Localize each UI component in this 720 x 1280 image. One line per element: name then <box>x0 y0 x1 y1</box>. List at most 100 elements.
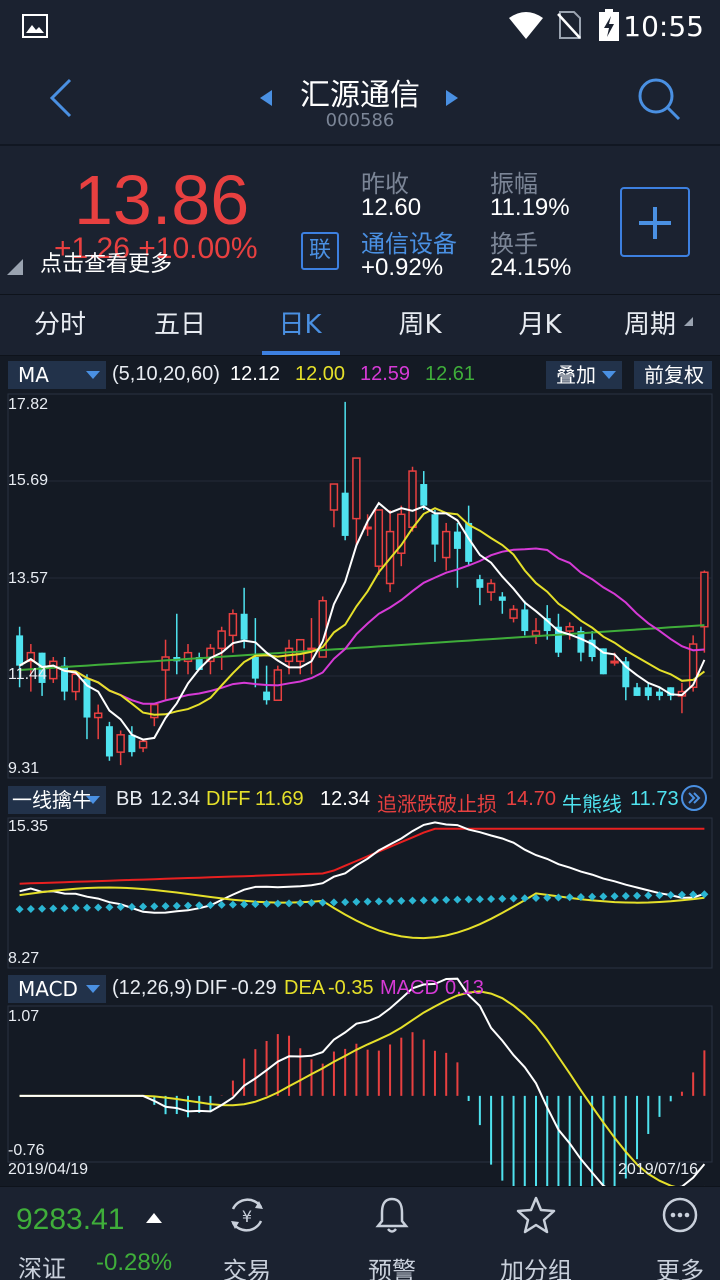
bullbear-marker <box>49 904 58 913</box>
adjust-button[interactable]: 前复权 <box>634 361 712 389</box>
tab-daily-k[interactable]: 日K <box>278 310 322 340</box>
candle-body <box>420 484 428 506</box>
index-toggle-icon[interactable] <box>146 1213 162 1223</box>
tap-more-tip[interactable]: 点击查看更多 <box>40 252 173 277</box>
macd-axis-bottom: -0.76 <box>8 1142 45 1159</box>
candle-body <box>352 457 361 520</box>
indicator-panel-frame <box>7 817 713 969</box>
chase-value: 14.70 <box>506 788 557 810</box>
ma20-line <box>19 547 705 705</box>
bullbear-marker <box>273 899 282 908</box>
bullbear-marker <box>94 903 103 912</box>
candle-body <box>183 651 193 663</box>
bullbear-marker <box>430 896 439 905</box>
sector-label[interactable]: 通信设备 <box>361 230 457 258</box>
macd-selector[interactable]: MACD <box>8 975 106 1003</box>
search-icon[interactable] <box>636 76 682 122</box>
chart-area[interactable]: MA (5,10,20,60) 12.12 12.00 12.59 12.61 … <box>0 356 720 1186</box>
candle-body <box>577 631 585 653</box>
candle-body <box>26 651 36 663</box>
index-value[interactable]: 9283.41 <box>16 1203 125 1236</box>
bullbear-marker <box>251 900 260 909</box>
next-stock-icon[interactable] <box>444 88 460 108</box>
bullbear-marker <box>419 896 428 905</box>
bullbear-marker <box>105 903 114 912</box>
candle-body <box>128 734 136 753</box>
tab-five-day[interactable]: 五日 <box>153 310 206 340</box>
overlay-button[interactable]: 叠加 <box>546 361 622 389</box>
candle-body <box>498 596 506 601</box>
ma-params: (5,10,20,60) <box>112 363 220 385</box>
candle-body <box>521 609 529 632</box>
bullbear-marker <box>15 905 24 914</box>
bullbear-marker <box>363 897 372 906</box>
bullbear-marker <box>71 904 80 913</box>
bullbear-marker <box>139 902 148 911</box>
bullbear-marker <box>498 894 507 903</box>
dif-value: -0.29 <box>231 977 277 999</box>
candle-body <box>61 665 68 692</box>
tab-monthly-k[interactable]: 月K <box>518 310 562 340</box>
ma-selector[interactable]: MA <box>8 361 106 389</box>
ind-axis-bottom: 8.27 <box>8 950 40 967</box>
candle-body <box>656 691 663 696</box>
nav-add-group[interactable]: 加分组 <box>486 1195 586 1280</box>
bullbear-marker <box>610 892 619 901</box>
macd-value: 0.13 <box>445 977 484 999</box>
candle-body <box>633 687 641 696</box>
chart-canvas[interactable] <box>0 356 720 1186</box>
bell-icon <box>375 1197 409 1233</box>
bullbear-marker <box>38 904 47 913</box>
chevron-down-icon <box>86 985 100 993</box>
bullbear-marker <box>666 891 675 900</box>
amplitude-label: 振幅 <box>490 170 538 198</box>
bullbear-marker <box>296 899 305 908</box>
wifi-icon <box>509 12 543 39</box>
dea-value: -0.35 <box>328 977 374 999</box>
bullbear-marker <box>352 897 361 906</box>
bullbear-marker <box>285 899 294 908</box>
prev-stock-icon[interactable] <box>258 88 274 108</box>
index-name: 深证 <box>18 1255 66 1280</box>
more-icon <box>662 1197 698 1233</box>
bullbear-marker <box>565 893 574 902</box>
add-watchlist-button[interactable] <box>620 187 690 257</box>
overlay-label: 叠加 <box>556 363 596 387</box>
current-price: 13.86 <box>74 161 250 239</box>
nav-alert[interactable]: 预警 <box>342 1195 442 1280</box>
bullbear-marker <box>464 895 473 904</box>
bullbear-marker <box>599 892 608 901</box>
bullbear-marker <box>374 897 383 906</box>
tab-weekly-k[interactable]: 周K <box>398 310 442 340</box>
ma5-value: 12.12 <box>230 363 281 385</box>
tab-intraday[interactable]: 分时 <box>33 310 86 340</box>
period-dropdown-icon[interactable] <box>684 317 693 326</box>
nav-trade[interactable]: ¥ 交易 <box>197 1195 297 1280</box>
tab-period[interactable]: 周期 <box>623 310 676 340</box>
battery-charging-icon <box>599 9 619 41</box>
bullbear-marker <box>172 901 181 910</box>
nav-trade-label: 交易 <box>223 1257 271 1280</box>
candle-body <box>341 492 349 536</box>
scroll-right-icon[interactable] <box>680 784 708 812</box>
candle-body <box>397 513 406 554</box>
candle-body <box>565 625 574 632</box>
bullbear-marker <box>677 890 686 899</box>
axis-bottom: 9.31 <box>8 760 40 777</box>
nav-more[interactable]: 更多 <box>630 1195 720 1280</box>
price-change: +1.26 +10.00% <box>54 232 258 265</box>
candle-body <box>622 661 630 688</box>
dea-label: DEA <box>284 977 326 999</box>
axis-top: 17.82 <box>8 396 49 413</box>
ma10-line <box>19 507 706 716</box>
related-button[interactable]: 联 <box>301 232 339 270</box>
candle-body <box>161 656 170 671</box>
indicator-selector[interactable]: 一线擒牛 <box>8 786 106 814</box>
prev-close-value: 12.60 <box>361 194 422 221</box>
back-icon[interactable] <box>46 76 74 120</box>
chevron-down-icon <box>86 796 100 804</box>
sector-value: +0.92% <box>361 254 444 281</box>
bullbear-marker <box>520 894 529 903</box>
quote-panel[interactable]: 13.86 +1.26 +10.00% 点击查看更多 联 昨收 12.60 振幅… <box>0 144 720 294</box>
chase-stop-line <box>19 827 705 885</box>
